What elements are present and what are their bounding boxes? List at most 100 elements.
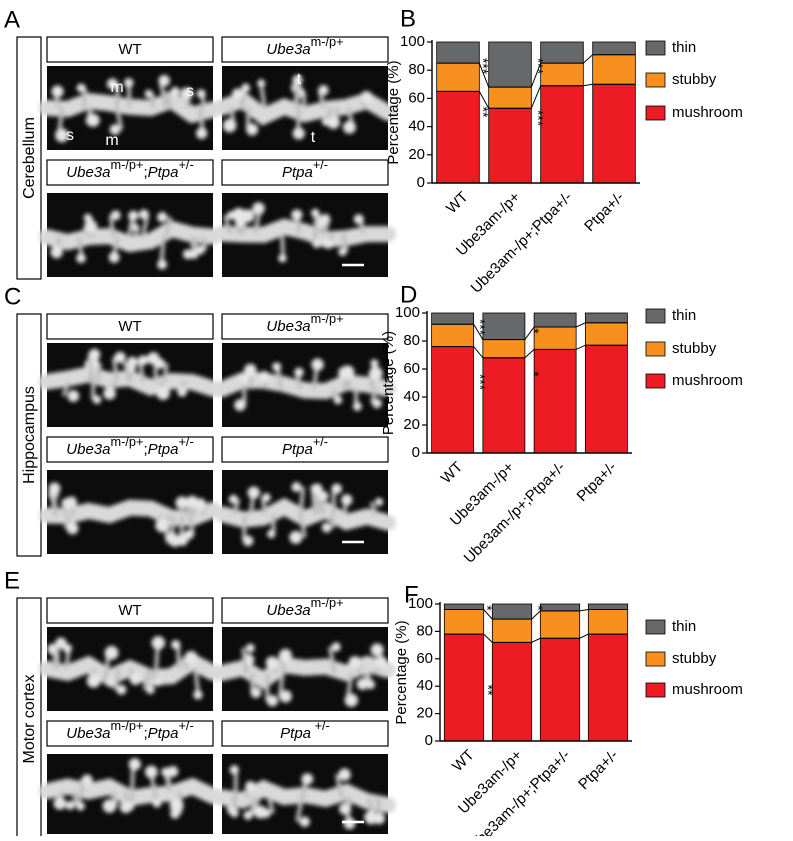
significance: ** (480, 685, 496, 696)
bar-segment (489, 87, 532, 108)
bar-segment (585, 323, 627, 345)
label-part: Ptpa (280, 725, 311, 742)
micrograph (47, 754, 213, 834)
label-part: Ptpa (148, 164, 179, 181)
spine-head (50, 246, 62, 258)
x-tick-label: WT (449, 747, 478, 776)
significance: *** (530, 110, 546, 127)
spine-head (128, 211, 138, 221)
spine-head (257, 79, 265, 87)
spine-head (124, 78, 134, 88)
spine-head (345, 694, 358, 707)
spine-head (353, 402, 362, 411)
micrograph (222, 193, 388, 277)
label-part: m-/p+ (311, 595, 344, 610)
spine-head (89, 349, 101, 361)
spine-head (327, 116, 340, 129)
spine-head (234, 399, 246, 411)
legend-swatch (646, 73, 665, 87)
spine-head (243, 536, 254, 547)
spine-head (293, 127, 305, 139)
micrograph (47, 343, 213, 427)
spine-neck (164, 364, 167, 382)
spine-head (76, 253, 86, 263)
significance: *** (530, 58, 546, 75)
significance: * (526, 328, 542, 334)
significance: * (479, 605, 495, 611)
spine-head (371, 643, 384, 656)
significance: *** (472, 319, 488, 336)
significance: *** (472, 374, 488, 391)
spine-head (161, 767, 170, 776)
label-part: Ube3a (66, 164, 110, 181)
x-tick-label: WT (438, 459, 467, 488)
micrograph (222, 754, 388, 834)
bar-segment (588, 604, 627, 609)
spine-head (170, 799, 184, 813)
bar-segment (534, 313, 576, 327)
spine-head (259, 371, 270, 382)
spine-head (197, 89, 206, 98)
spine-head (246, 644, 255, 653)
y-tick-label: 80 (416, 622, 433, 639)
label-part: Ptpa (148, 725, 179, 742)
legend-label: mushroom (672, 681, 743, 698)
spine-head (170, 87, 179, 96)
spine-head (321, 214, 330, 223)
bar-segment (432, 324, 474, 346)
panel-letter: A (4, 6, 20, 33)
panel-label: WT (118, 318, 141, 335)
spine-head (241, 83, 250, 92)
spine-head (120, 801, 132, 813)
spine-head (331, 484, 342, 495)
spine-head (318, 491, 328, 501)
label-part: +/- (178, 434, 193, 449)
spine-head (103, 799, 117, 813)
bar-segment (585, 313, 627, 323)
spine-head (311, 209, 320, 218)
spine-head (278, 254, 286, 262)
y-tick-label: 20 (403, 416, 420, 433)
legend-swatch (646, 652, 665, 666)
spine-head (291, 209, 302, 220)
spine-head (338, 247, 347, 256)
spine-head (354, 214, 364, 224)
label-part: Ube3a (266, 41, 310, 58)
spine-head (129, 758, 141, 770)
spine-head (301, 773, 313, 785)
y-tick-label: 20 (416, 705, 433, 722)
bar-segment (540, 611, 579, 638)
spine-neck (243, 648, 246, 673)
label-part: m-/p+ (311, 34, 344, 49)
spine-head (332, 642, 341, 651)
y-tick-label: 0 (425, 732, 433, 749)
bar-segment (540, 638, 579, 741)
spine-neck (301, 487, 304, 514)
label-part: Ube3a (66, 441, 110, 458)
spine-head (165, 532, 177, 544)
spine-head (245, 781, 256, 792)
spine-head (375, 656, 388, 669)
bar-segment (437, 91, 480, 183)
significance: ** (475, 107, 491, 118)
panel-label: WT (118, 602, 141, 619)
spine-head (230, 765, 239, 774)
panel-letter: B (400, 5, 416, 32)
spine-head (138, 355, 148, 365)
spine-head (77, 84, 86, 93)
y-tick-label: 0 (412, 444, 420, 461)
y-tick-label: 40 (408, 118, 425, 135)
label-part: WT (118, 41, 141, 58)
label-part: +/- (178, 718, 193, 733)
spine-type-mark: s (66, 127, 74, 144)
bar-segment (492, 619, 531, 642)
spine-head (334, 396, 343, 405)
spine-head (84, 220, 97, 233)
label-part: m-/p+ (110, 434, 143, 449)
spine-head (130, 673, 142, 685)
spine-type-mark: t (311, 129, 316, 146)
spine-head (76, 802, 85, 811)
spine-neck (252, 797, 253, 815)
